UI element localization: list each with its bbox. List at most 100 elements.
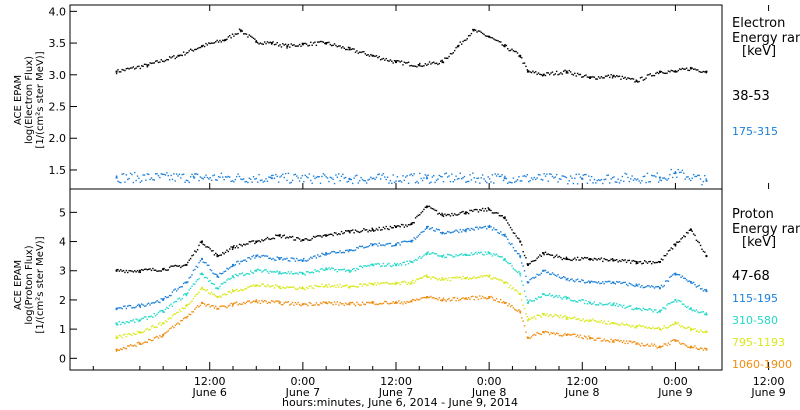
scatter-dot [131, 334, 133, 337]
scatter-dot [378, 263, 380, 265]
scatter-dot [512, 246, 515, 249]
scatter-dot [351, 229, 354, 231]
proton-legend-115-195: 115-195 [732, 292, 778, 305]
scatter-dot [385, 281, 387, 284]
scatter-dot [438, 229, 441, 231]
scatter-dot [420, 297, 422, 299]
scatter-dot [479, 226, 481, 229]
scatter-dot [522, 62, 524, 64]
scatter-dot [261, 43, 263, 45]
scatter-dot [683, 303, 685, 306]
scatter-dot [262, 270, 264, 272]
scatter-dot [493, 299, 495, 301]
scatter-dot [470, 32, 473, 35]
scatter-dot [473, 209, 475, 211]
scatter-dot [356, 230, 358, 232]
scatter-dot [245, 260, 248, 262]
scatter-dot [655, 261, 657, 264]
scatter-dot [484, 207, 487, 210]
scatter-dot [452, 180, 454, 183]
scatter-dot [184, 181, 186, 183]
scatter-dot [646, 343, 649, 345]
scatter-dot [491, 296, 494, 299]
scatter-dot [248, 300, 250, 302]
scatter-dot [625, 306, 628, 309]
data-point [519, 310, 522, 313]
scatter-dot [642, 344, 644, 347]
scatter-dot [543, 269, 545, 272]
scatter-dot [319, 182, 322, 184]
scatter-dot [616, 74, 618, 77]
scatter-dot [466, 211, 468, 214]
scatter-dot [659, 179, 661, 181]
scatter-dot [414, 181, 417, 184]
scatter-dot [248, 34, 250, 36]
scatter-dot [382, 57, 385, 60]
scatter-dot [623, 77, 625, 80]
scatter-dot [300, 287, 302, 290]
scatter-dot [370, 302, 372, 304]
scatter-dot [677, 321, 679, 324]
scatter-dot [208, 42, 210, 44]
scatter-dot [571, 177, 573, 179]
scatter-dot [529, 71, 531, 73]
scatter-dot [477, 298, 480, 301]
scatter-dot [321, 252, 323, 255]
data-point [658, 345, 661, 348]
proton-ylabel-line2: log(Proton Flux) [24, 245, 35, 324]
data-point [658, 310, 661, 313]
data-point [138, 304, 141, 307]
scatter-dot [416, 298, 418, 300]
scatter-dot [188, 303, 190, 305]
scatter-dot [145, 268, 147, 270]
data-point [115, 269, 118, 272]
data-point [278, 271, 281, 274]
scatter-dot [637, 178, 639, 180]
scatter-dot [420, 212, 422, 214]
scatter-dot [407, 301, 410, 303]
scatter-dot [572, 280, 575, 282]
scatter-dot [606, 339, 608, 342]
scatter-dot [452, 214, 454, 217]
scatter-dot [229, 304, 231, 306]
scatter-dot [528, 336, 530, 339]
scatter-dot [315, 176, 318, 179]
scatter-dot [395, 264, 397, 267]
scatter-dot [701, 288, 703, 290]
scatter-dot [122, 321, 125, 324]
scatter-dot [182, 294, 185, 296]
scatter-dot [189, 313, 192, 316]
scatter-dot [546, 294, 548, 297]
scatter-dot [374, 303, 376, 306]
scatter-dot [698, 241, 700, 244]
scatter-dot [452, 231, 454, 233]
scatter-dot [230, 265, 232, 268]
scatter-dot [430, 207, 432, 209]
scatter-dot [405, 264, 407, 266]
scatter-dot [272, 300, 274, 303]
scatter-dot [639, 308, 642, 311]
scatter-dot [683, 235, 685, 237]
scatter-dot [596, 282, 598, 284]
scatter-dot [349, 301, 351, 304]
scatter-dot [402, 64, 404, 66]
scatter-dot [526, 336, 529, 338]
scatter-dot [384, 300, 386, 303]
scatter-dot [631, 260, 633, 262]
scatter-dot [286, 301, 288, 303]
scatter-dot [203, 288, 206, 291]
scatter-dot [115, 269, 118, 271]
scatter-dot [290, 181, 292, 184]
scatter-dot [370, 283, 372, 285]
scatter-dot [226, 38, 228, 40]
scatter-dot [646, 327, 649, 329]
scatter-dot [148, 338, 150, 341]
scatter-dot [402, 261, 404, 264]
scatter-dot [410, 261, 413, 263]
scatter-dot [219, 285, 221, 288]
data-point [441, 214, 444, 217]
scatter-dot [336, 176, 339, 178]
scatter-dot [483, 178, 485, 180]
scatter-dot [276, 175, 278, 178]
scatter-dot [523, 290, 526, 292]
